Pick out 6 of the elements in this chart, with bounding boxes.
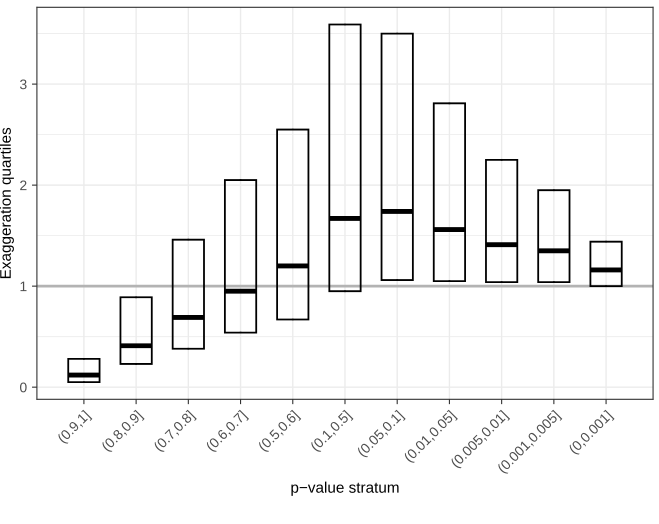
y-tick-label: 2: [20, 180, 26, 190]
y-tick-label: 1: [20, 282, 27, 292]
y-axis-title: Exaggeration quartiles: [0, 128, 14, 278]
x-axis-title: p−value stratum: [291, 482, 399, 496]
y-tick-label: 0: [20, 382, 27, 392]
y-tick-label: 3: [20, 79, 27, 90]
